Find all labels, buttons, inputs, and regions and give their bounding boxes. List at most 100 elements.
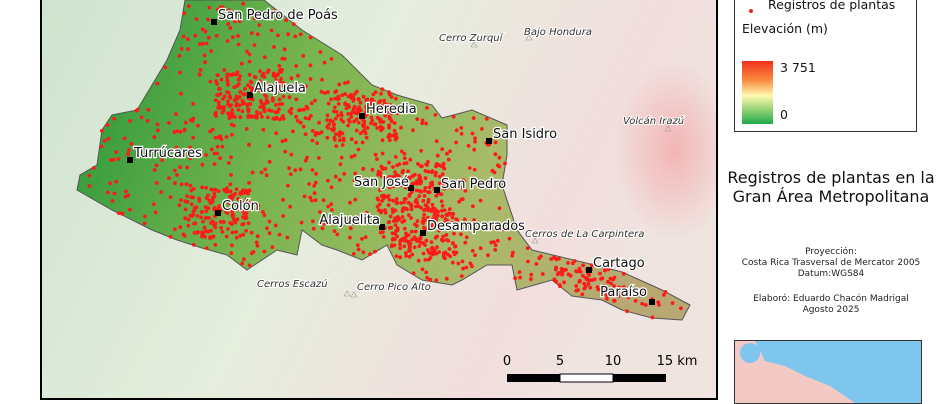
- plant-record-dot: [194, 205, 199, 210]
- plant-record-dot: [625, 309, 629, 314]
- plant-record-dot: [525, 246, 530, 251]
- plant-record-dot: [111, 157, 116, 162]
- plant-record-dot: [434, 194, 439, 198]
- plant-record-dot: [370, 167, 375, 172]
- plant-record-dot: [402, 161, 407, 166]
- plant-record-dot: [400, 215, 405, 219]
- plant-record-dot: [274, 103, 278, 107]
- plant-record-dot: [246, 113, 251, 118]
- plant-record-dot: [244, 212, 249, 216]
- plant-record-dot: [117, 211, 121, 216]
- plant-record-dot: [409, 190, 414, 195]
- plant-record-dot: [240, 261, 245, 266]
- plant-record-dot: [473, 139, 477, 144]
- plant-record-dot: [178, 70, 182, 75]
- plant-record-dot: [255, 234, 260, 239]
- plant-record-dot: [583, 285, 588, 289]
- scale-segment: [613, 374, 666, 382]
- plant-record-dot: [207, 35, 211, 40]
- plant-record-dot: [420, 121, 425, 126]
- plant-record-dot: [391, 165, 395, 169]
- plant-record-dot: [430, 249, 435, 254]
- plant-record-dot: [420, 118, 425, 123]
- plant-record-dot: [200, 162, 205, 167]
- plant-record-dot: [422, 194, 427, 198]
- plant-record-dot: [263, 167, 268, 172]
- city-marker-icon: [359, 113, 365, 119]
- plant-record-dot: [440, 204, 445, 208]
- plant-record-dot: [478, 198, 483, 203]
- plant-record-dot: [574, 269, 579, 274]
- plant-record-dot: [540, 272, 545, 276]
- plant-record-dot: [346, 80, 350, 85]
- plant-record-dot: [188, 183, 193, 188]
- plant-record-dot: [329, 57, 334, 61]
- plant-record-dot: [497, 206, 502, 211]
- plant-record-dot: [213, 242, 218, 247]
- plant-record-dot: [385, 110, 390, 115]
- plant-record-dot: [114, 179, 119, 184]
- plant-record-dot: [373, 152, 378, 157]
- plant-record-dot: [258, 88, 263, 93]
- city-label: Heredia: [366, 102, 417, 117]
- plant-record-dot: [423, 258, 428, 262]
- plant-record-dot: [184, 182, 189, 187]
- plant-record-dot: [348, 235, 352, 240]
- plant-record-dot: [201, 231, 206, 236]
- plant-record-dot: [534, 262, 539, 266]
- plant-record-dot: [313, 180, 318, 185]
- plant-record-dot: [352, 104, 357, 109]
- legend-elevation-title: Elevación (m): [742, 21, 828, 36]
- plant-record-dot: [387, 220, 392, 224]
- plant-record-dot: [230, 114, 235, 119]
- plant-record-dot: [347, 105, 352, 109]
- plant-record-dot: [464, 265, 469, 270]
- plant-record-dot: [411, 271, 416, 276]
- plant-record-dot: [202, 225, 207, 230]
- plant-record-dot: [380, 87, 385, 92]
- plant-record-dot: [308, 35, 313, 40]
- plant-record-dot: [185, 194, 190, 199]
- plant-record-dot: [414, 204, 418, 209]
- plant-record-dot: [334, 144, 339, 149]
- plant-record-dot: [364, 210, 369, 215]
- plant-record-dot: [424, 270, 429, 275]
- plant-record-dot: [582, 281, 586, 286]
- plant-record-dot: [116, 157, 121, 161]
- plant-record-dot: [231, 35, 235, 39]
- plant-record-dot: [459, 232, 463, 237]
- elevation-color-ramp: [742, 61, 773, 124]
- plant-record-dot: [433, 173, 438, 178]
- map-frame[interactable]: San Pedro de Poás Alajuela Heredia San Isid…: [40, 0, 718, 400]
- plant-record-dot: [311, 219, 315, 224]
- plant-record-dot: [429, 181, 433, 186]
- plant-record-dot: [353, 197, 358, 202]
- plant-record-dot: [230, 193, 234, 198]
- plant-record-dot: [228, 94, 233, 99]
- plant-record-dot: [340, 93, 345, 98]
- plant-record-dot: [153, 210, 158, 215]
- plant-record-dot: [402, 177, 406, 182]
- plant-record-dot: [434, 251, 439, 256]
- plant-record-dot: [200, 209, 204, 214]
- plant-record-dot: [234, 230, 239, 234]
- plant-record-dot: [340, 131, 345, 136]
- plant-record-dot: [177, 203, 182, 208]
- plant-record-dot: [389, 225, 393, 230]
- plant-record-dot: [275, 89, 280, 94]
- plant-record-dot: [260, 115, 264, 119]
- city-marker-icon: [211, 19, 217, 25]
- plant-record-dot: [423, 176, 428, 181]
- plant-record-dot: [365, 97, 370, 102]
- plant-record-dot: [679, 306, 683, 311]
- plant-record-dot: [380, 199, 384, 203]
- plant-record-dot: [343, 102, 348, 107]
- peak-triangle-icon: [531, 237, 539, 244]
- plant-record-dot: [362, 176, 367, 181]
- plant-record-dot: [259, 170, 264, 175]
- plant-record-dot: [266, 100, 270, 104]
- plant-record-dot: [230, 108, 235, 112]
- plant-record-dot: [233, 191, 238, 196]
- plant-record-dot: [197, 72, 202, 77]
- plant-record-dot: [382, 98, 386, 103]
